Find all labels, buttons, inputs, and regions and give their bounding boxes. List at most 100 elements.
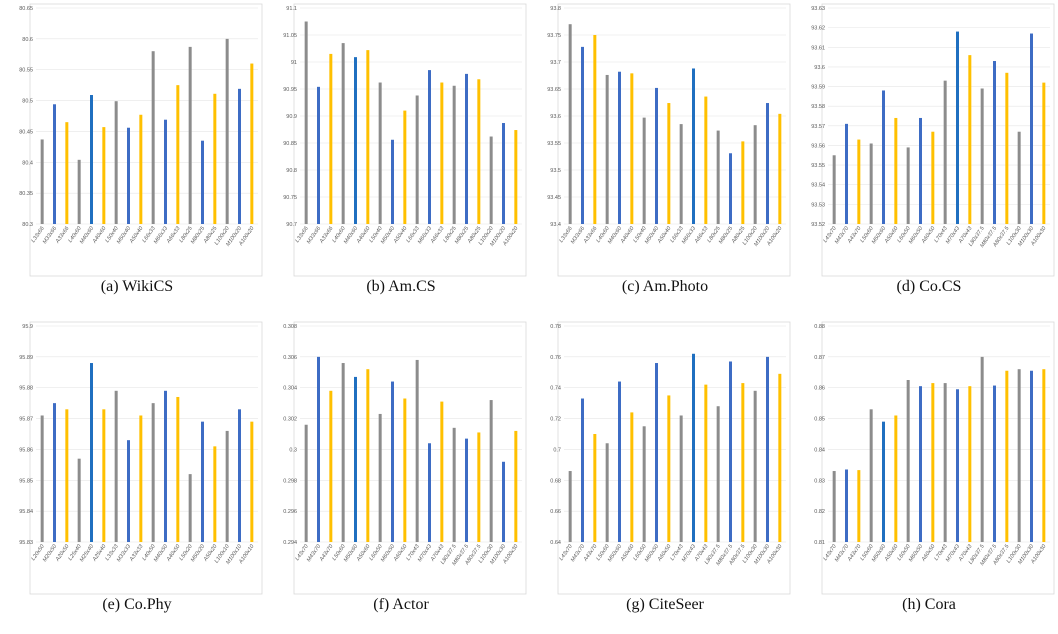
bar [102,127,106,224]
plot-frame [557,321,791,595]
bar [403,398,407,542]
bar [77,159,81,224]
y-tick-label: 95.85 [19,478,33,484]
bar [778,373,782,542]
bar [225,38,229,224]
bar [667,395,671,542]
bar [164,119,167,224]
chart-panel: 93.52 93.53 93.54 93.55 93.56 93.57 93.58 93.59… [798,0,1058,314]
y-tick-label: 93.65 [547,87,561,93]
bar [90,363,93,542]
y-tick-label: 0.308 [283,324,297,330]
bar [894,117,898,224]
y-tick-label: 0.296 [283,509,297,515]
bar [213,446,217,542]
y-tick-label: 93.59 [811,85,825,91]
bar [77,458,81,542]
bar [440,82,444,225]
bar [980,356,984,542]
bar [40,139,44,224]
bar [391,381,394,542]
chart-panel: 0.81 0.82 0.83 0.84 0.85 0.86 0.87 0.88 L43x70 M4… [798,318,1058,632]
bar [403,110,407,224]
bar [894,415,898,542]
chart-panel: 0.64 0.66 0.68 0.7 0.72 0.74 0.76 0.78 L43x70 M43… [534,318,796,632]
bar [919,117,922,224]
bar [741,383,745,542]
y-tick-label: 0.82 [814,509,825,515]
bar [176,396,180,542]
y-tick-label: 93.52 [811,222,825,228]
y-tick-label: 93.53 [811,202,825,208]
bar [127,127,130,224]
bar [993,385,996,542]
bar [1017,369,1021,542]
y-tick-label: 91.1 [286,6,297,12]
bar [90,95,93,224]
bar [465,438,468,542]
bar [832,155,836,224]
y-tick-label: 93.7 [550,60,561,66]
bar [1017,131,1021,224]
bar [440,401,444,542]
bar [753,390,757,542]
bar [605,74,609,225]
bar [704,96,708,224]
y-tick-label: 90.75 [283,195,297,201]
bar [164,390,167,542]
bar-chart: 80.380.3580.480.4580.580.5580.680.65L33x… [19,3,263,277]
bar [53,403,56,542]
bar [489,400,493,542]
y-tick-label: 93.57 [811,124,825,130]
chart-panel: 80.3 80.35 80.4 80.45 80.5 80.55 80.6 80.65 L33x… [6,0,268,314]
bar-chart: 0.810.820.830.840.850.860.870.88L43x70M4… [814,321,1055,595]
y-tick-label: 93.55 [811,163,825,169]
bar [188,46,192,224]
bar [618,71,621,224]
bar [514,430,518,542]
y-tick-label: 95.86 [19,447,33,453]
bar [956,31,959,225]
y-tick-label: 0.84 [814,447,825,453]
bar [304,424,308,542]
figure-caption: (d) Co.CS [896,278,962,295]
y-tick-label: 93.5 [550,168,561,174]
bar [630,73,634,224]
bar [741,141,745,224]
y-tick-label: 0.81 [814,540,825,546]
plot-frame [293,3,527,277]
y-tick-label: 0.85 [814,417,825,423]
bar [176,85,180,225]
bar [642,117,646,224]
bar [857,139,861,224]
bar [452,85,456,224]
bar [151,403,155,542]
bar [857,470,861,542]
bar [679,415,683,542]
chart-panel: 90.7 90.75 90.8 90.85 90.9 90.95 91 91.05 91.1 L3… [270,0,532,314]
y-tick-label: 93.63 [811,6,825,12]
y-tick-label: 0.294 [283,540,297,546]
chart-panel: 95.83 95.84 95.85 95.86 95.87 95.88 95.89 95.9 L… [6,318,268,632]
bar [1030,33,1033,225]
y-tick-label: 90.95 [283,87,297,93]
y-tick-label: 93.55 [547,141,561,147]
y-tick-label: 0.87 [814,355,825,361]
y-tick-label: 90.85 [283,141,297,147]
y-tick-label: 93.4 [550,222,561,228]
y-tick-label: 95.89 [19,355,33,361]
bar [766,103,769,224]
bar [729,361,732,542]
bar [642,426,646,542]
y-tick-label: 93.54 [811,183,825,189]
plot-frame [557,3,791,277]
bar [1030,370,1033,542]
figure-caption: (g) CiteSeer [626,596,704,613]
bar [366,50,370,225]
y-tick-label: 95.87 [19,417,33,423]
bar [729,153,732,224]
bar [489,136,493,224]
bar [943,80,947,225]
bar [882,90,885,225]
